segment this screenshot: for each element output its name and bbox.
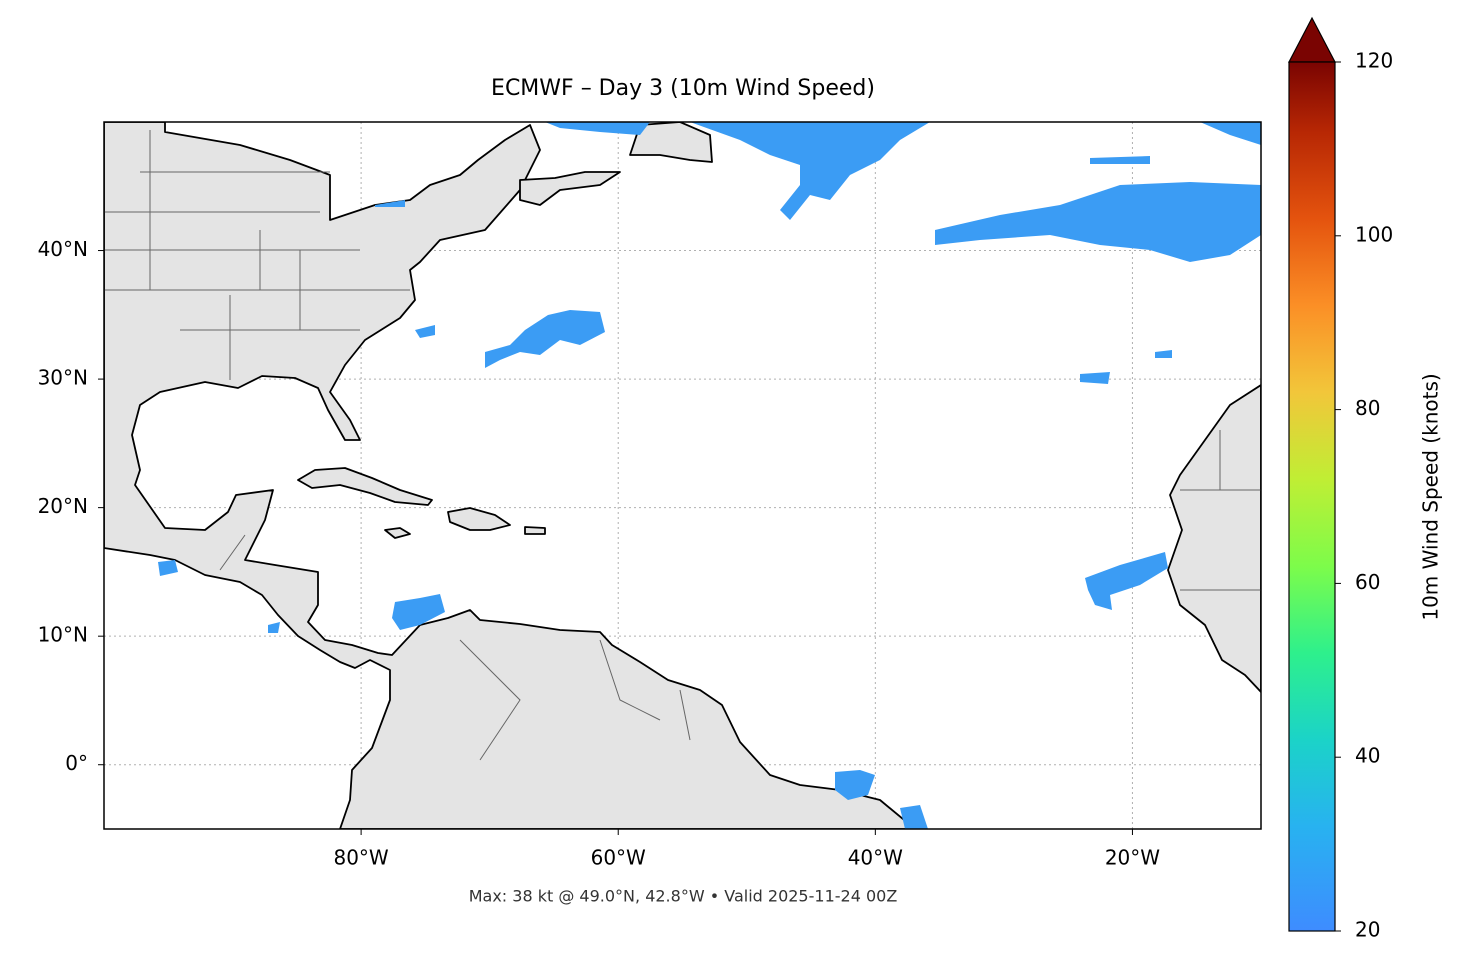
americas xyxy=(104,122,916,829)
plot-frame xyxy=(103,121,1262,830)
x-tick-label: 60°W xyxy=(591,846,646,870)
y-tick-label: 30°N xyxy=(38,366,88,390)
jamaica xyxy=(384,527,411,539)
y-tick-label: 10°N xyxy=(38,623,88,647)
hispaniola xyxy=(447,507,511,531)
wind-patches xyxy=(158,122,1261,829)
colorbar: 10m Wind Speed (knots) 20 40 60 80 100 120 xyxy=(1288,16,1443,942)
puerto-rico xyxy=(524,526,546,535)
colorbar-tick-label: 60 xyxy=(1355,570,1380,594)
colorbar-tick-label: 40 xyxy=(1355,744,1380,768)
x-tick-label: 20°W xyxy=(1105,846,1160,870)
y-tick-label: 40°N xyxy=(38,237,88,261)
newfoundland xyxy=(629,122,713,163)
colorbar-tick-label: 120 xyxy=(1355,49,1393,73)
colorbar-scale xyxy=(1288,61,1336,932)
colorbar-label: 10m Wind Speed (knots) xyxy=(1419,373,1443,620)
nova-scotia xyxy=(519,171,621,206)
y-tick-label: 0° xyxy=(65,751,88,775)
x-tick-label: 80°W xyxy=(333,846,388,870)
colorbar-tick-label: 100 xyxy=(1355,222,1393,246)
colorbar-tick-label: 80 xyxy=(1355,396,1380,420)
borders xyxy=(104,130,1261,761)
footer-note: Max: 38 kt @ 49.0°N, 42.8°W • Valid 2025… xyxy=(469,887,898,906)
colorbar-extend xyxy=(1288,16,1336,63)
cuba xyxy=(297,467,433,506)
y-tick-label: 20°N xyxy=(38,494,88,518)
x-tick-label: 40°W xyxy=(848,846,903,870)
africa xyxy=(1167,384,1261,693)
map-title: ECMWF – Day 3 (10m Wind Speed) xyxy=(491,76,875,101)
colorbar-tick-label: 20 xyxy=(1355,918,1380,942)
map-layer xyxy=(104,122,1261,829)
